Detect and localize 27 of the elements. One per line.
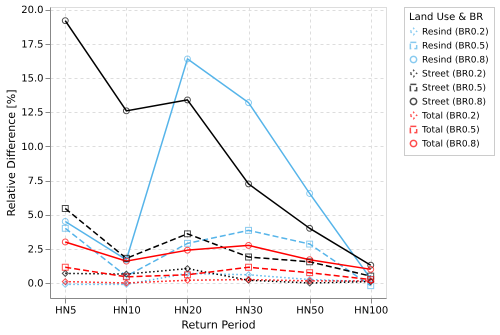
y-tick-label: 2.5 bbox=[28, 244, 44, 256]
x-tick-label: HN5 bbox=[55, 306, 76, 316]
y-tick-label: 12.5 bbox=[21, 108, 44, 119]
y-tick-label: 5.0 bbox=[28, 210, 44, 222]
x-tick-label: HN30 bbox=[235, 306, 263, 316]
x-tick-label: HN100 bbox=[354, 306, 388, 316]
x-tick-label: HN50 bbox=[296, 306, 324, 316]
x-tick-label: HN10 bbox=[112, 306, 141, 316]
legend-label: Street (BR0.8) bbox=[422, 98, 486, 108]
y-tick-label: 15.0 bbox=[21, 74, 44, 85]
y-axis-title: Relative Difference [%] bbox=[5, 89, 18, 217]
x-tick-label: HN20 bbox=[174, 306, 202, 316]
y-tick-label: 7.5 bbox=[28, 176, 44, 188]
legend-label: Street (BR0.5) bbox=[422, 84, 486, 94]
x-axis-title: Return Period bbox=[181, 318, 256, 332]
legend-label: Total (BR0.5) bbox=[421, 126, 480, 136]
legend-label: Total (BR0.2) bbox=[421, 112, 480, 122]
y-tick-label: 17.5 bbox=[21, 39, 44, 50]
y-tick-label: 10.0 bbox=[21, 142, 44, 153]
legend-label: Total (BR0.8) bbox=[421, 140, 480, 150]
legend-label: Resind (BR0.5) bbox=[422, 42, 489, 52]
legend-title: Land Use & BR bbox=[409, 12, 484, 23]
y-tick-label: 0.0 bbox=[28, 278, 44, 290]
legend-label: Street (BR0.2) bbox=[422, 70, 486, 80]
legend-label: Resind (BR0.8) bbox=[422, 56, 489, 66]
y-tick-label: 20.0 bbox=[21, 5, 44, 16]
legend-label: Resind (BR0.2) bbox=[422, 28, 489, 38]
